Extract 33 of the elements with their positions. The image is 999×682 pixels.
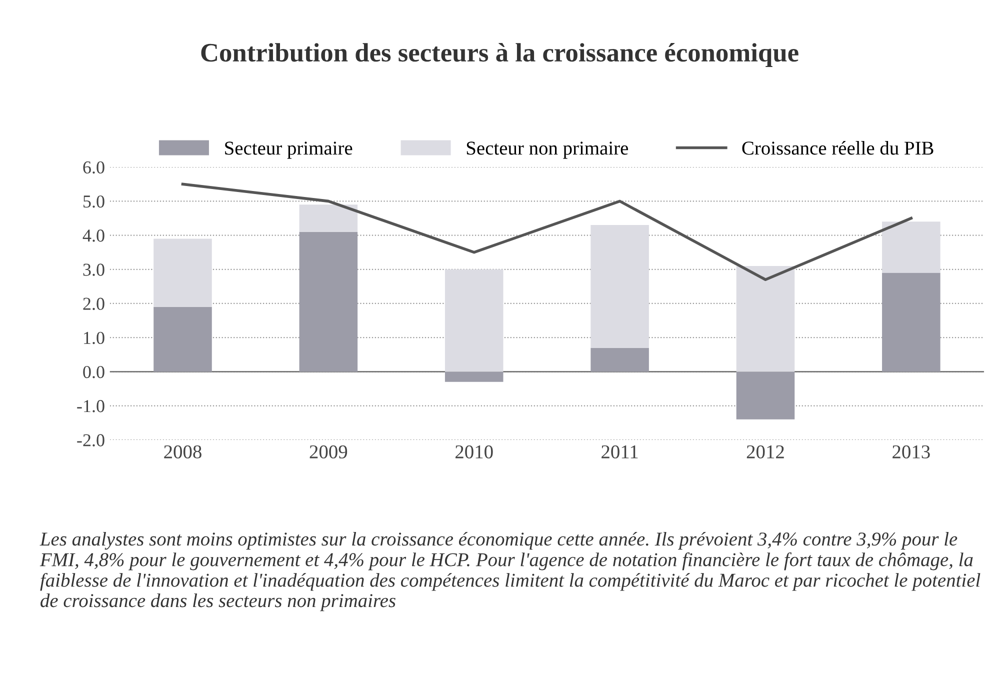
y-tick-label: -1.0	[77, 400, 104, 412]
x-tick-label: 2010	[456, 445, 493, 458]
bar	[299, 204, 358, 232]
y-tick-label: 1.0	[84, 332, 104, 344]
y-tick-label: 3.0	[83, 264, 104, 276]
x-tick-label: 2013	[892, 445, 930, 458]
x-tick-label: 2008	[164, 445, 202, 458]
bar	[736, 266, 795, 372]
text: Les analystes sont moins optimistes sur la croissance économique cette année. Ils prévoient 3,4% contre 3,9% pour le FMI, 4,8% pour le gouvernement et 4,4% pour le HCP. Pour l'agence de notation financière le fort taux de chômage, la faiblesse de l'innovation et l'inadéquation des compétences limitent la compétitivité du Maroc et par ricochet le potentiel de croissance dans les secteurs non primaires	[40, 532, 980, 612]
x-tick-label: 2009	[310, 445, 348, 458]
bar	[154, 238, 212, 307]
bar	[154, 306, 212, 372]
legend-label: Croissance réelle du PIB	[742, 141, 934, 155]
bar	[444, 372, 504, 382]
legend-label: Secteur primaire	[225, 142, 352, 159]
bar	[299, 232, 358, 372]
y-tick-label: 4.0	[82, 230, 104, 242]
bar	[590, 225, 649, 348]
legend-label: Secteur non primaire	[466, 142, 628, 159]
line-series	[181, 182, 913, 282]
y-tick-label: 6.0	[83, 161, 104, 174]
y-tick-label: 2.0	[83, 298, 104, 310]
chart-title: Contribution des secteurs à la croissance économique	[201, 43, 798, 67]
bar	[882, 272, 940, 372]
x-tick-label: 2011	[602, 445, 638, 458]
bar	[736, 372, 795, 420]
y-tick-label: 0.0	[83, 366, 104, 378]
bar	[882, 222, 940, 273]
y-tick-label: 5.0	[84, 195, 104, 208]
bar	[444, 269, 504, 372]
y-tick-label: -2.0	[77, 434, 104, 446]
bar	[590, 348, 649, 372]
x-tick-label: 2012	[746, 445, 784, 458]
